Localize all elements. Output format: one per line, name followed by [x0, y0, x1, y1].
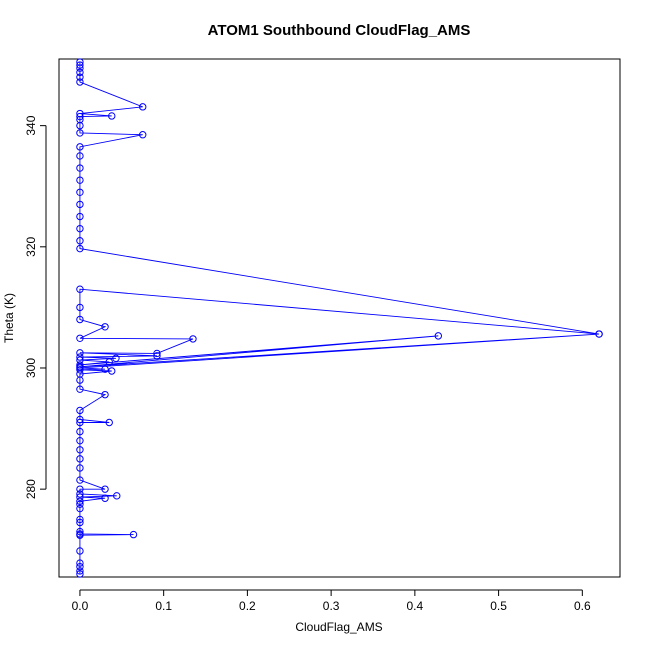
data-point	[76, 73, 84, 81]
data-point	[76, 356, 84, 364]
data-point	[76, 497, 84, 505]
data-point	[76, 164, 84, 172]
data-point	[105, 418, 113, 427]
data-point	[76, 567, 84, 575]
data-point	[76, 547, 84, 555]
data-point	[76, 418, 84, 427]
data-point	[76, 485, 84, 493]
data-point	[76, 176, 84, 184]
y-tick-label: 320	[24, 236, 38, 256]
chart-title: ATOM1 Southbound CloudFlag_AMS	[208, 22, 471, 39]
data-point	[76, 406, 84, 415]
data-point	[76, 446, 84, 454]
data-point	[76, 285, 84, 293]
x-tick-label: 0.5	[490, 599, 507, 613]
data-point	[76, 78, 84, 86]
data-point	[76, 58, 84, 66]
data-point	[76, 315, 84, 324]
series-line	[79, 62, 600, 574]
series-line-group	[79, 62, 600, 574]
x-tick-label: 0.6	[574, 599, 591, 613]
data-point	[76, 361, 84, 369]
x-tick-label: 0.4	[407, 599, 424, 613]
data-point	[76, 212, 84, 221]
data-point	[76, 490, 84, 498]
data-point	[76, 334, 84, 342]
data-point	[76, 464, 84, 472]
data-point	[153, 349, 161, 358]
y-tick-label: 280	[24, 479, 38, 499]
data-point	[101, 365, 109, 373]
data-point	[105, 358, 113, 366]
x-axis-label: CloudFlag_AMS	[295, 620, 382, 634]
data-point	[101, 390, 109, 399]
data-point	[76, 518, 84, 527]
y-tick-label: 300	[24, 358, 38, 378]
data-point	[76, 515, 84, 524]
data-point	[76, 500, 84, 508]
data-point	[76, 303, 84, 312]
data-point	[108, 112, 116, 120]
data-point	[139, 103, 147, 111]
data-point	[189, 335, 197, 343]
data-point	[595, 330, 603, 338]
data-point	[76, 237, 84, 245]
x-tick-label: 0.0	[72, 599, 89, 613]
y-axis-label: Theta (K)	[2, 293, 16, 343]
data-point	[76, 109, 84, 118]
data-point	[76, 415, 84, 424]
data-point	[76, 244, 84, 253]
data-point	[76, 112, 84, 121]
data-point	[76, 385, 84, 393]
data-point	[153, 352, 161, 360]
data-point	[76, 61, 84, 69]
data-point	[76, 200, 84, 209]
data-point	[76, 152, 84, 160]
data-point	[76, 493, 84, 501]
x-tick-label: 0.3	[323, 599, 340, 613]
data-point	[76, 476, 84, 484]
series-points-group	[76, 58, 603, 578]
data-point	[76, 527, 84, 536]
x-tick-label: 0.2	[239, 599, 256, 613]
data-point	[76, 68, 84, 77]
y-axis: 280 300 320 340	[24, 115, 47, 499]
data-point	[76, 224, 84, 233]
data-point	[76, 559, 84, 567]
data-point	[76, 436, 84, 445]
data-point	[101, 494, 109, 502]
data-point	[76, 349, 84, 357]
x-tick-label: 0.1	[155, 599, 172, 613]
data-point	[76, 504, 84, 513]
data-point	[76, 129, 84, 137]
data-point	[434, 332, 442, 340]
data-point	[101, 485, 109, 493]
data-point	[112, 354, 120, 362]
data-point	[76, 353, 84, 361]
data-point	[101, 323, 109, 331]
data-point	[76, 455, 84, 463]
plot-frame	[58, 58, 621, 578]
data-point	[76, 188, 84, 196]
data-point	[76, 563, 84, 571]
data-point	[108, 367, 116, 375]
data-point	[76, 570, 84, 578]
x-axis: 0.0 0.1 0.2 0.3 0.4 0.5 0.6	[72, 589, 591, 613]
data-point	[76, 143, 84, 151]
data-point	[129, 530, 138, 539]
data-point	[76, 530, 84, 538]
data-point	[113, 492, 121, 500]
data-point	[76, 427, 84, 436]
data-point	[139, 131, 147, 139]
y-tick-label: 340	[24, 115, 38, 135]
